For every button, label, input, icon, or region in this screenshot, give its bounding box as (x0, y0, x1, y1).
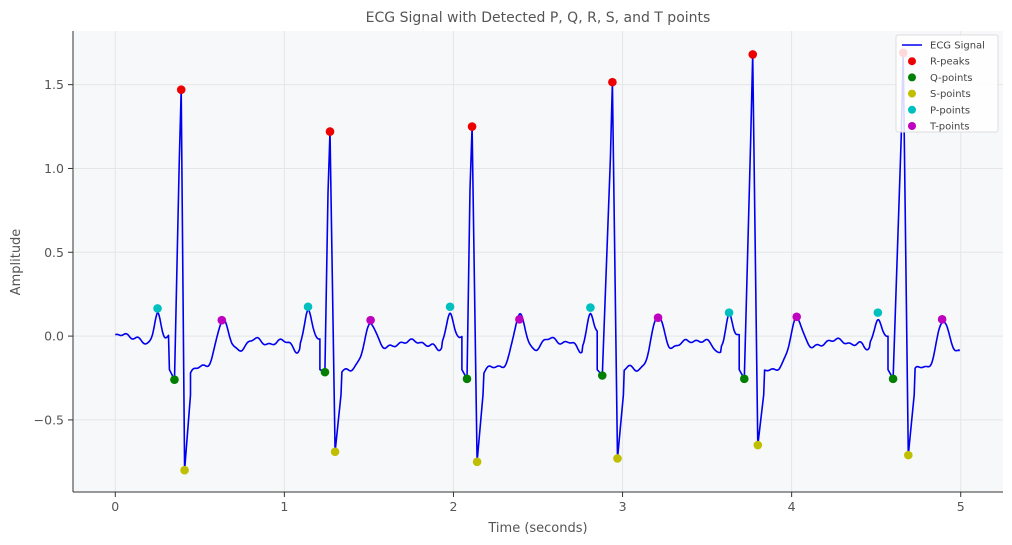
y-ticks: −0.5 0.0 0.5 1.0 1.5 (34, 77, 73, 427)
t-point-2 (515, 315, 524, 324)
x-tick-label: 2 (449, 499, 457, 514)
y-tick-label: 0.0 (44, 329, 64, 344)
y-tick-label: −0.5 (34, 412, 64, 427)
p-point-2 (445, 302, 455, 312)
legend-label: S-points (930, 89, 971, 100)
t-point-4 (792, 312, 802, 322)
x-ticks: 0 1 2 3 4 5 (111, 492, 965, 514)
legend-swatch-s (908, 89, 916, 98)
axes (72, 31, 1003, 493)
chart-title: ECG Signal with Detected P, Q, R, S, and… (366, 10, 711, 26)
s-point-0 (180, 465, 189, 475)
x-tick-label: 1 (280, 499, 288, 514)
r-point-0 (176, 85, 186, 94)
s-point-1 (330, 447, 340, 457)
y-tick-label: 1.5 (44, 77, 64, 92)
legend-swatch-p (908, 105, 916, 114)
p-point-0 (153, 304, 162, 313)
s-point-3 (613, 454, 622, 463)
r-point-4 (748, 50, 758, 59)
t-point-5 (937, 315, 947, 324)
q-point-4 (739, 374, 749, 384)
t-point-3 (653, 313, 663, 322)
legend-label: P-points (930, 105, 970, 116)
s-point-2 (472, 457, 482, 467)
q-point-1 (320, 367, 330, 377)
t-point-1 (366, 315, 375, 325)
p-point-4 (724, 308, 734, 317)
q-point-0 (170, 375, 179, 384)
legend-swatch-r (908, 57, 916, 66)
r-point-3 (608, 77, 617, 87)
ecg-signal-line (114, 52, 960, 471)
p-point-1 (303, 302, 313, 312)
legend-label: R-peaks (930, 57, 970, 68)
t-point-0 (217, 315, 227, 325)
r-point-1 (325, 127, 335, 136)
legend: ECG Signal R-peaks Q-points S-points P-point… (895, 34, 999, 133)
legend-box (895, 34, 999, 133)
q-point-3 (597, 371, 607, 380)
x-axis-label: Time (seconds) (487, 521, 587, 536)
s-point-5 (904, 450, 913, 460)
legend-label: Q-points (930, 73, 972, 84)
q-point-5 (888, 374, 898, 384)
legend-label: ECG Signal (930, 41, 985, 52)
detected-points (153, 48, 947, 475)
p-point-5 (873, 308, 883, 317)
y-axis-label: Amplitude (9, 229, 24, 296)
x-tick-label: 5 (957, 499, 965, 514)
p-point-3 (586, 303, 595, 312)
y-tick-label: 1.0 (44, 161, 64, 176)
x-tick-label: 4 (788, 499, 796, 514)
legend-label: T-points (929, 122, 970, 133)
r-point-2 (467, 122, 477, 131)
x-tick-label: 0 (111, 499, 119, 514)
plot-background (73, 31, 1003, 492)
legend-swatch-q (908, 73, 916, 82)
y-tick-label: 0.5 (44, 245, 64, 260)
x-tick-label: 3 (619, 499, 627, 514)
s-point-4 (753, 440, 763, 450)
q-point-2 (462, 374, 472, 384)
legend-swatch-t (908, 122, 916, 130)
